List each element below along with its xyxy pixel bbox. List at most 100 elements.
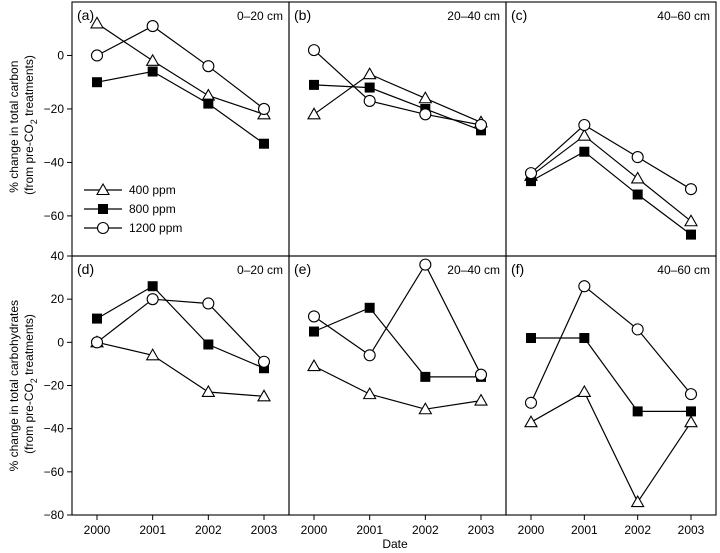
- legend-marker-400-ppm: [96, 182, 110, 196]
- x-tick-label: 2000: [518, 523, 545, 537]
- panel-b-series-1200-ppm-point: [363, 94, 376, 107]
- panel-f-series-1200-ppm-point: [684, 388, 698, 401]
- panel-e-series-1200-ppm-point: [474, 368, 488, 381]
- legend: 400 ppm 800 ppm 1200 ppm: [84, 182, 182, 235]
- x-tick-label: 2000: [301, 523, 328, 537]
- x-tick-label: 2002: [624, 523, 651, 537]
- panel-d-series-800-ppm-point: [203, 339, 214, 350]
- legend-label-800-ppm: 800 ppm: [129, 202, 176, 216]
- panel-d-series-1200-ppm-line: [96, 298, 265, 363]
- y-tick-label-row1: −60: [44, 465, 65, 479]
- y-axis-label-top-line2: (from pre-CO2 treatments): [22, 55, 39, 195]
- panel-a-series-800-ppm-point: [147, 66, 158, 77]
- panel-c-series-400-ppm-point: [630, 171, 645, 184]
- y-axis-label-bottom-line2: (from pre-CO2 treatments): [22, 314, 39, 454]
- panel-d-series-400-ppm-point: [145, 348, 160, 361]
- y-axis-label-top-line2-a: (from pre-CO: [22, 124, 36, 195]
- panel-c-depth-label: 40–60 cm: [657, 9, 710, 23]
- panel-e-frame: [288, 255, 507, 516]
- panel-f-series-400-ppm-point: [684, 415, 698, 428]
- panel-d-series-1200-ppm-point: [202, 297, 215, 310]
- panel-a-series-400-ppm-line: [96, 22, 265, 115]
- panel-b-series-800-ppm-point: [364, 82, 375, 93]
- panel-d-series-1200-ppm-point: [90, 336, 104, 349]
- panel-e: (e) 20–40 cm: [288, 255, 507, 516]
- y-axis-label-bottom-line2-a: (from pre-CO: [22, 383, 36, 454]
- panel-d: (d) 0–20 cm: [71, 255, 290, 516]
- panel-a-depth-label: 0–20 cm: [237, 9, 283, 23]
- y-tick-label-row1: −20: [44, 379, 65, 393]
- panel-d-label: (d): [77, 261, 94, 277]
- panel-c-series-800-ppm-point: [686, 229, 696, 240]
- panel-b-series-400-ppm-point: [307, 107, 321, 120]
- y-axis-label-bottom-subscript: 2: [29, 378, 39, 383]
- panel-e-series-800-ppm-point: [364, 302, 375, 313]
- panel-c-series-800-ppm-line: [530, 150, 692, 236]
- y-axis-label-bottom-line2-b: treatments): [22, 314, 36, 378]
- panel-f-series-400-ppm-point: [630, 494, 645, 508]
- y-tick-label-row0: −40: [44, 155, 65, 169]
- panel-f: (f) 40–60 cm: [505, 255, 717, 516]
- panel-b-series-400-ppm-point: [418, 91, 433, 104]
- x-tick-label: 2002: [195, 523, 222, 537]
- x-axis: 2000 2001 2002 2003 2000 2001 2002 2003 2000 2001…: [84, 515, 705, 537]
- panel-d-series-400-ppm-line: [96, 341, 265, 397]
- panel-f-series-800-ppm-point: [686, 406, 696, 417]
- panel-b-series-400-ppm-point: [362, 67, 377, 80]
- y-tick-label-row0: −20: [44, 102, 65, 116]
- x-tick-label: 2003: [251, 523, 278, 537]
- panel-f-depth-label: 40–60 cm: [657, 263, 710, 277]
- panel-b-label: (b): [294, 7, 311, 23]
- x-tick-label: 2001: [356, 523, 383, 537]
- panel-b: (b) 20–40 cm: [288, 1, 507, 257]
- y-tick-label-row1: −80: [44, 508, 65, 522]
- panel-a-series-1200-ppm-line: [96, 25, 265, 110]
- panel-d-series-800-ppm-point: [147, 281, 158, 292]
- panel-e-series-1200-ppm-point: [307, 310, 321, 323]
- panel-a-series-400-ppm-point: [201, 88, 216, 101]
- panel-d-depth-label: 0–20 cm: [237, 263, 283, 277]
- panel-e-series-400-ppm-line: [313, 365, 482, 410]
- panel-c-series-400-ppm-point: [577, 128, 592, 141]
- panel-f-label: (f): [511, 261, 524, 277]
- panel-f-series-800-ppm-point: [526, 333, 536, 344]
- x-tick-label: 2001: [571, 523, 598, 537]
- y-axis-label-bottom-line1: % change in total carbohydrates: [7, 300, 21, 471]
- y-tick-label-row0: 0: [57, 48, 64, 62]
- panel-e-series-1200-ppm-line: [313, 263, 482, 375]
- panel-b-frame: [288, 1, 507, 257]
- panel-b-series-800-ppm-point: [309, 79, 319, 90]
- panel-c-series-1200-ppm-point: [684, 183, 698, 196]
- legend-marker-800-ppm: [98, 204, 108, 214]
- panel-a-series-1200-ppm-point: [257, 102, 271, 115]
- panel-f-frame: [505, 255, 717, 516]
- panel-c-series-400-ppm-line: [530, 134, 692, 222]
- y-tick-label-row0: −60: [44, 209, 65, 223]
- panel-c: (c) 40–60 cm: [505, 1, 717, 257]
- panel-b-depth-label: 20–40 cm: [447, 9, 500, 23]
- panel-e-series-400-ppm-point: [418, 402, 433, 415]
- panel-c-series-1200-ppm-point: [631, 151, 644, 164]
- panel-f-series-400-ppm-line: [530, 391, 692, 504]
- x-tick-label: 2003: [678, 523, 705, 537]
- panel-c-series-1200-ppm-line: [530, 124, 692, 190]
- panel-e-series-1200-ppm-point: [363, 349, 376, 362]
- panel-e-series-400-ppm-point: [307, 358, 321, 372]
- y-axis-label-top-line1: % change in total carbon: [7, 61, 21, 193]
- y-tick-label-row1: 40: [51, 249, 65, 263]
- panel-c-frame: [505, 1, 717, 257]
- panel-f-series-400-ppm-point: [577, 384, 592, 398]
- panel-f-series-800-ppm-point: [579, 333, 590, 344]
- panel-a-series-800-ppm-line: [96, 70, 265, 145]
- legend-label-400-ppm: 400 ppm: [129, 183, 176, 197]
- panel-e-series-800-ppm-point: [420, 371, 431, 382]
- panel-a-series-800-ppm-point: [259, 138, 269, 149]
- x-tick-label: 2000: [84, 523, 111, 537]
- panel-e-series-800-ppm-line: [313, 307, 481, 378]
- panel-a-series-400-ppm-point: [145, 53, 160, 66]
- panel-d-series-400-ppm-point: [201, 384, 216, 398]
- y-axis-label-top: % change in total carbon (from pre-CO2 t…: [7, 55, 39, 195]
- legend-marker-1200-ppm: [96, 221, 110, 235]
- panel-b-series-1200-ppm-line: [313, 49, 482, 126]
